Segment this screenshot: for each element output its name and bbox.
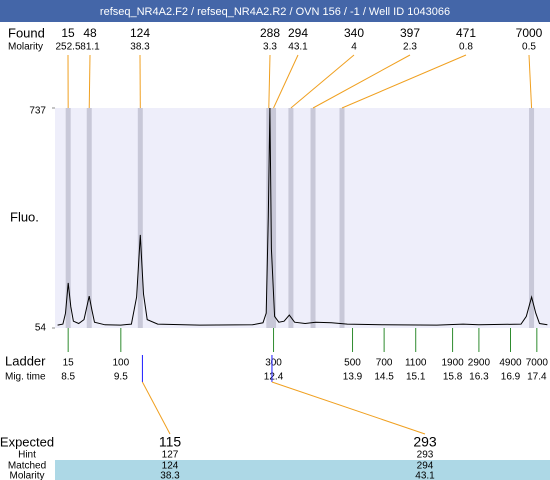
title: refseq_NR4A2.F2 / refseq_NR4A2.R2 / OVN … [100, 6, 450, 18]
ladder-size: 4900 [499, 358, 522, 369]
ladder-time: 8.5 [61, 372, 75, 383]
found-molarity: 3.3 [263, 42, 277, 53]
found-size: 471 [456, 26, 476, 40]
ladder-size: 7000 [526, 358, 549, 369]
y-tick-label: 54 [35, 323, 47, 334]
ladder-time: 14.5 [374, 372, 394, 383]
peak-band [266, 108, 272, 328]
found-size: 7000 [516, 26, 543, 40]
matched-size: 294 [417, 461, 434, 472]
found-molarity: 38.3 [130, 42, 150, 53]
expected-label: Expected [0, 434, 54, 449]
ladder-label: Ladder [5, 353, 46, 368]
matched-size: 124 [162, 461, 179, 472]
matched-highlight [55, 460, 550, 480]
ladder-time: 15.1 [406, 372, 426, 383]
found-molarity: 0.5 [522, 42, 536, 53]
peak-connector [528, 54, 533, 109]
ladder-size: 15 [63, 358, 75, 369]
hint-label: Hint [18, 450, 36, 461]
ladder-size: 1100 [405, 358, 427, 369]
found-size: 294 [288, 26, 308, 40]
ladder-time: 13.9 [343, 372, 363, 383]
peak-band [529, 108, 535, 328]
peak-band [137, 108, 143, 328]
expected-molarity-label: Molarity [9, 471, 44, 480]
ladder-size: 100 [112, 358, 129, 369]
peak-connector [341, 54, 467, 109]
expected-connector [141, 381, 171, 435]
found-size: 48 [83, 26, 97, 40]
found-size: 340 [344, 26, 364, 40]
found-size: 124 [130, 26, 150, 40]
found-size: 288 [260, 26, 280, 40]
peak-band [339, 108, 345, 328]
y-axis-label: Fluo. [10, 209, 39, 224]
found-molarity: 43.1 [288, 42, 308, 53]
plot-area [55, 108, 550, 328]
hint-size: 293 [417, 450, 434, 461]
ladder-time: 15.8 [443, 372, 463, 383]
ladder-time: 16.3 [469, 372, 489, 383]
found-molarity: 0.8 [459, 42, 473, 53]
peak-connector [312, 54, 411, 109]
ladder-size: 2900 [468, 358, 491, 369]
found-size: 397 [400, 26, 420, 40]
peak-band [86, 108, 92, 328]
ladder-size: 1900 [441, 358, 464, 369]
peak-connector [273, 54, 299, 109]
peak-connector [268, 54, 271, 109]
found-molarity: 81.1 [80, 42, 100, 53]
peak-connector [290, 54, 355, 109]
ladder-time: 9.5 [114, 372, 128, 383]
ladder-time: 12.4 [264, 372, 284, 383]
peak-band [288, 108, 294, 328]
matched-label: Matched [8, 461, 46, 472]
molarity-label: Molarity [8, 42, 43, 53]
expected-connector [271, 381, 426, 435]
expected-size: 115 [159, 434, 182, 450]
matched-molarity: 38.3 [160, 471, 180, 480]
found-molarity: 2.3 [403, 42, 417, 53]
peak-band [271, 108, 277, 328]
found-molarity: 252.5 [55, 42, 80, 53]
peak-band [310, 108, 316, 328]
found-label: Found [8, 25, 45, 40]
hint-size: 127 [162, 450, 179, 461]
found-molarity: 4 [351, 42, 357, 53]
ladder-time: 16.9 [501, 372, 521, 383]
peak-band [65, 108, 71, 328]
trace [57, 107, 548, 326]
ladder-size: 500 [344, 358, 361, 369]
peak-connector [88, 54, 91, 109]
matched-molarity: 43.1 [415, 471, 435, 480]
found-size: 15 [61, 26, 75, 40]
ladder-time: 17.4 [527, 372, 547, 383]
ladder-size: 700 [376, 358, 393, 369]
mig-time-label: Mig. time [5, 372, 46, 383]
expected-size: 293 [413, 434, 437, 450]
title-bar [0, 0, 550, 22]
ladder-size: 300 [265, 358, 282, 369]
y-tick-label: 737 [29, 106, 46, 117]
